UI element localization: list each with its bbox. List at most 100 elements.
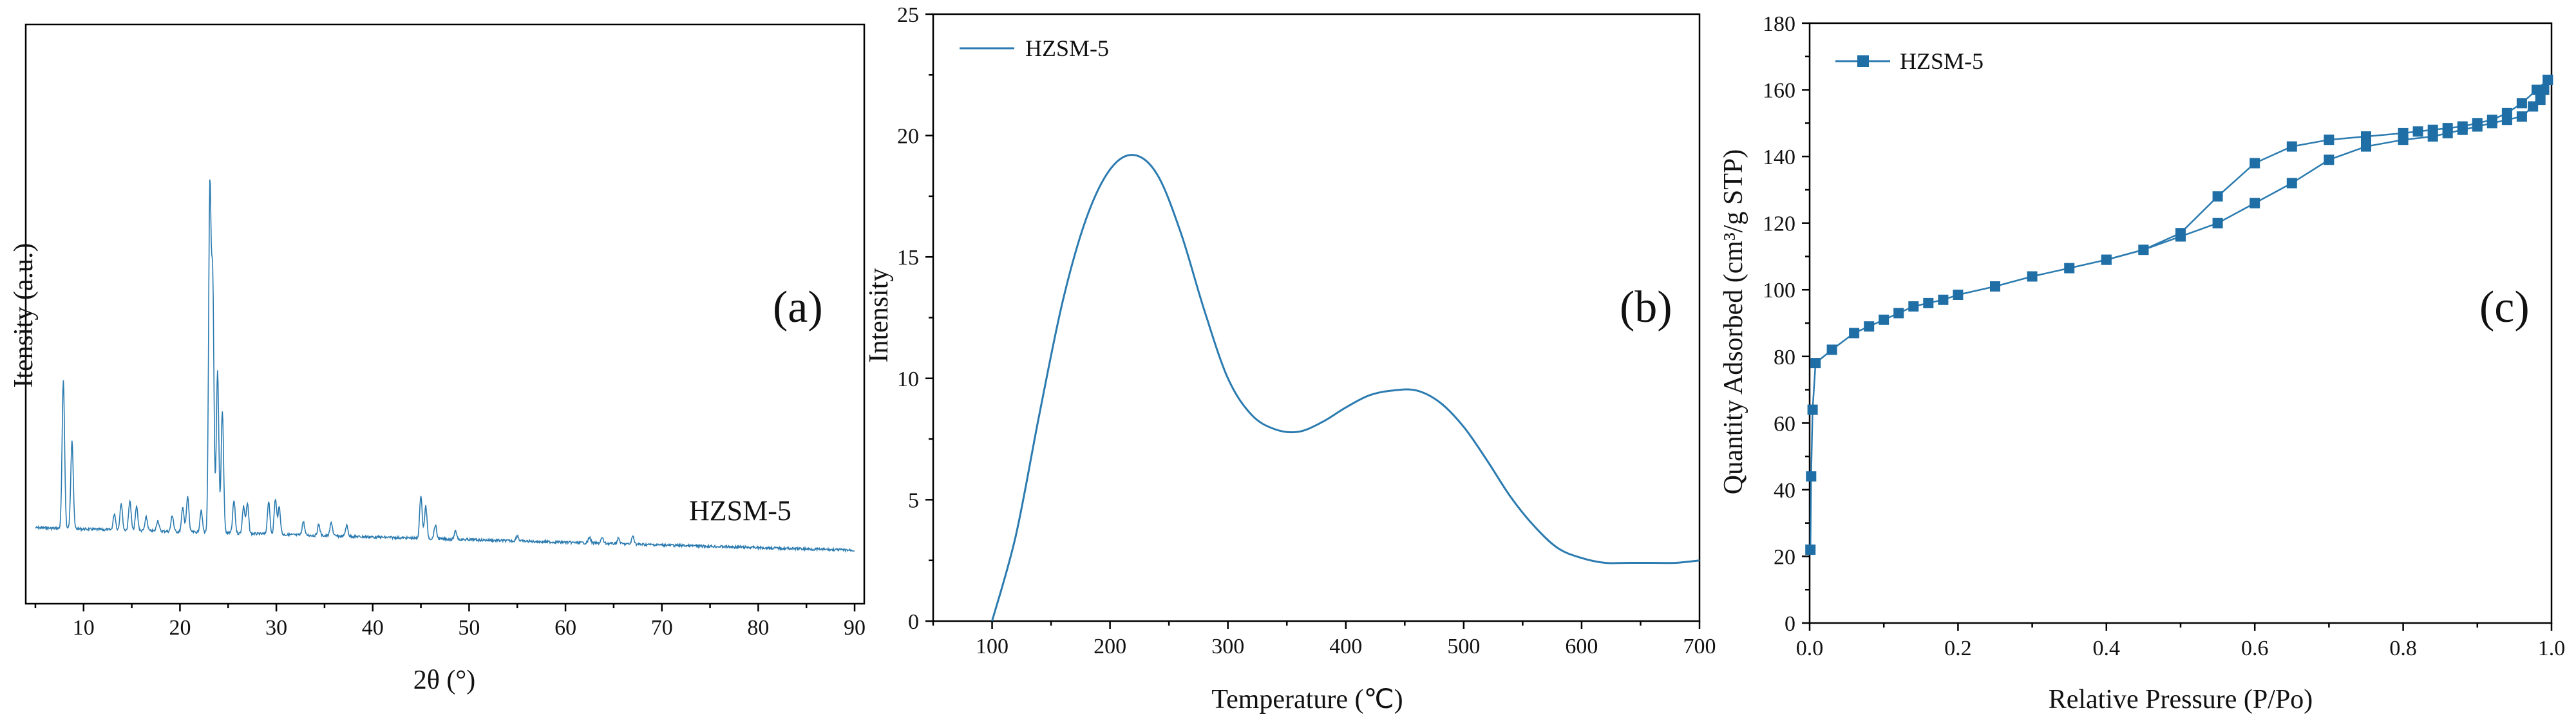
panel-c-x-tick-label: 0.0 (1796, 637, 1824, 660)
panel-a-x-axis-label: 2θ (°) (413, 666, 475, 695)
panel-c-adsorption-point (2027, 271, 2038, 282)
panel-c-y-tick-label: 60 (1774, 412, 1795, 436)
panel-b-y-tick-label: 5 (908, 489, 919, 512)
panel-b-y-ticks: 0 5 10 15 20 25 (897, 3, 933, 634)
panel-c-adsorption-point (1908, 301, 1919, 312)
panel-b-y-tick-label: 10 (897, 368, 919, 391)
panel-c-legend-marker (1857, 55, 1869, 67)
panel-c-desorption-point (2486, 115, 2497, 126)
panel-c-y-tick-label: 80 (1774, 346, 1795, 369)
panel-a-x-tick-label: 20 (169, 616, 191, 640)
panel-c-y-tick-label: 180 (1763, 12, 1795, 36)
panel-a-x-tick-label: 40 (362, 616, 384, 640)
panel-c-adsorption-point (2249, 198, 2260, 209)
panel-c-label: (c) (2479, 283, 2530, 332)
panel-c-y-tick-label: 120 (1763, 212, 1795, 236)
panel-c-adsorption-point (2535, 95, 2546, 106)
panel-b-y-tick-label: 0 (908, 610, 919, 634)
panel-b-x-tick-label: 500 (1447, 635, 1480, 658)
panel-c-desorption-point (2212, 191, 2223, 202)
panel-b-x-tick-label: 200 (1094, 635, 1126, 658)
panel-c-adsorption-point (2324, 154, 2334, 165)
panel-c-y-ticks: 0 20 40 60 80 100 120 140 160 180 (1763, 12, 1810, 636)
panel-c-desorption-point (2427, 124, 2438, 135)
panel-c-desorption-point (2472, 118, 2483, 129)
panel-c-adsorption-point (1864, 321, 1875, 332)
panel-a-xrd-pattern-line (35, 179, 855, 554)
panel-b-x-tick-label: 700 (1683, 635, 1716, 658)
panel-c-desorption-point (2361, 131, 2371, 142)
panel-c-desorption-point (2412, 126, 2423, 137)
panel-c-desorption-point (2138, 245, 2149, 256)
panel-c-desorption-point (2516, 98, 2527, 109)
panel-c-adsorption-point (1879, 314, 1889, 325)
panel-a-xrd-chart: 10 20 30 40 50 60 70 80 90 HZSM-5 (a) 2θ (°) Ite… (9, 23, 866, 695)
panel-c-plot-frame (1808, 22, 2553, 624)
panel-a-x-tick-label: 80 (747, 616, 769, 640)
panel-b-legend-label: HZSM-5 (1025, 35, 1109, 61)
panel-c-x-tick-label: 0.6 (2241, 637, 2269, 660)
panel-a-x-tick-label: 50 (458, 616, 480, 640)
panel-c-adsorption-point (2516, 111, 2527, 122)
panel-c-desorption-point (2286, 141, 2297, 152)
panel-a-x-ticks: 10 20 30 40 50 60 70 80 90 (34, 604, 866, 640)
panel-c-desorption-point (2457, 121, 2468, 132)
panel-c-markers (1805, 75, 2553, 555)
panel-b-y-axis-label: Intensity (864, 268, 894, 363)
panel-c-adsorption-point (1849, 328, 1860, 339)
panel-c-desorption-point (2501, 107, 2512, 118)
panel-a-x-tick-label: 60 (554, 616, 576, 640)
panel-c-adsorption-point (1893, 308, 1904, 319)
panel-b-x-tick-label: 400 (1329, 635, 1362, 658)
panel-c-desorption-point (2442, 123, 2453, 134)
panel-c-legend-label: HZSM-5 (1900, 48, 1984, 74)
panel-c-desorption-point (2532, 84, 2542, 95)
panel-c-desorption-point (2324, 135, 2334, 145)
panel-c-y-axis-label: Quantity Adsorbed (cm³/g STP) (1719, 149, 1748, 494)
panel-c-desorption-point (2175, 228, 2186, 239)
panel-b-y-tick-label: 20 (897, 125, 919, 149)
panel-a-x-tick-label: 10 (73, 616, 95, 640)
panel-c-x-axis-label: Relative Pressure (P/Po) (2049, 685, 2313, 714)
panel-b-y-tick-label: 25 (897, 3, 919, 27)
panel-a-x-tick-label: 70 (651, 616, 673, 640)
panel-c-y-tick-label: 100 (1763, 279, 1795, 302)
panel-c-adsorption-point (1953, 290, 1964, 300)
panel-c-adsorption-point (1826, 344, 1837, 355)
panel-b-label: (b) (1620, 283, 1672, 332)
panel-c-desorption-point (2543, 75, 2553, 85)
panel-a-x-tick-label: 30 (265, 616, 287, 640)
panel-c-adsorption-point (2361, 141, 2371, 152)
panel-c-desorption-point (2101, 254, 2112, 265)
panel-c-adsorption-point (1923, 297, 1934, 308)
panel-c-x-tick-label: 0.2 (1944, 637, 1972, 660)
panel-c-x-tick-label: 0.4 (2093, 637, 2121, 660)
panel-c-adsorption-point (1810, 358, 1821, 369)
panel-c-x-tick-label: 1.0 (2538, 637, 2566, 660)
panel-b-y-tick-label: 15 (897, 246, 919, 270)
panel-c-desorption-point (2398, 127, 2409, 138)
panel-c-x-tick-label: 0.8 (2389, 637, 2417, 660)
panel-b-x-tick-label: 100 (976, 635, 1009, 658)
panel-c-isotherm-chart: 0.0 0.2 0.4 0.6 0.8 1.0 0 20 40 60 80 100 120 140 160… (1719, 12, 2565, 714)
panel-c-adsorption-point (1938, 294, 1949, 305)
panel-c-adsorption-point (1806, 471, 1817, 482)
panel-c-y-tick-label: 160 (1763, 79, 1795, 103)
panel-c-adsorption-line (1809, 79, 2549, 550)
panel-c-adsorption-point (2064, 263, 2075, 274)
panel-b-tpd-curve (991, 154, 1700, 622)
panel-b-plot-frame (932, 13, 1701, 622)
panel-c-desorption-line (2106, 79, 2549, 261)
panel-a-annotation: HZSM-5 (689, 495, 791, 526)
panel-c-adsorption-point (1807, 404, 1818, 415)
panel-c-adsorption-point (2212, 218, 2223, 228)
panel-b-x-tick-label: 300 (1211, 635, 1244, 658)
panel-a-label: (a) (773, 283, 823, 332)
panel-c-adsorption-point (1990, 281, 2000, 292)
panel-c-adsorption-point (1805, 544, 1816, 555)
panel-a-x-tick-label: 90 (844, 616, 866, 640)
panel-c-y-tick-label: 0 (1785, 612, 1795, 636)
panel-c-y-tick-label: 140 (1763, 145, 1795, 169)
